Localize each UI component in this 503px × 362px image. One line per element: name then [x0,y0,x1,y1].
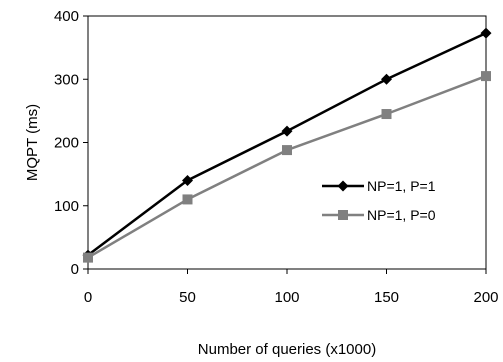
data-point [182,194,193,205]
data-point [83,252,93,263]
x-axis-title: Number of queries (x1000) [198,341,376,358]
data-point [481,71,491,82]
legend: NP=1, P=1 NP=1, P=0 [322,178,436,223]
plot-frame [87,15,487,270]
plot-area-border [87,15,487,270]
x-tick-label: 200 [473,289,498,306]
x-axis-ticks: 0 50 100 150 200 [84,269,499,306]
legend-item: NP=1, P=1 [322,178,436,194]
legend-label: NP=1, P=0 [367,207,436,223]
data-point [182,174,193,186]
x-tick-label: 100 [274,289,299,306]
data-point [381,73,392,85]
legend-swatch-marker [337,180,349,192]
legend-label: NP=1, P=1 [367,178,436,194]
y-tick-label: 300 [54,71,79,88]
x-tick-label: 150 [374,289,399,306]
y-axis-title: MQPT (ms) [24,104,41,181]
legend-swatch-marker [338,210,348,220]
y-tick-label: 200 [54,135,79,152]
series-line [87,74,487,259]
y-tick-label: 400 [54,8,79,25]
y-tick-label: 100 [54,198,79,215]
data-point [381,109,392,120]
data-point [281,125,293,137]
x-tick-label: 0 [84,289,92,306]
y-tick-label: 0 [71,261,79,278]
legend-item: NP=1, P=0 [322,207,436,223]
x-tick-label: 50 [179,289,196,306]
data-point [480,27,492,39]
series-2 [83,71,491,263]
series-layer [82,27,492,263]
data-point [282,145,292,156]
y-axis-ticks: 0 100 200 300 400 [54,8,88,278]
